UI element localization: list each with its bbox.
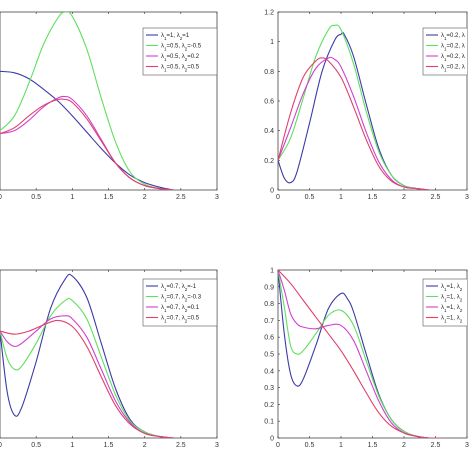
series-group <box>0 12 174 190</box>
x-tick-label: 3 <box>465 442 469 449</box>
chart-panel-3: 0 0.5 1 1.5 2 2.5 3 λ1=0.7, λ2=-1 λ1=0.7, λ2=-0.… <box>0 269 219 449</box>
legend: λ1=1, λ2=1 λ1=0.5, λ2=-0.5 λ1=0.5, λ2=0.2 λ… <box>142 27 218 76</box>
legend-label-2: λ1=0.5, λ2=-0.5 <box>161 44 202 52</box>
x-tick-label: 2.5 <box>431 194 441 201</box>
y-tick-label: 0.3 <box>264 385 274 392</box>
series-line-4 <box>0 98 174 190</box>
x-tick-label: 0.5 <box>305 194 315 201</box>
x-tick-label: 1.5 <box>104 442 114 449</box>
x-tick-label: 2 <box>402 194 406 201</box>
legend-label-3: λ1=1, λ2 <box>441 305 463 313</box>
x-tick-label: 0.5 <box>31 442 41 449</box>
legend-label-2: λ1=0.7, λ2=-0.3 <box>161 295 202 303</box>
x-tick-label: 2.5 <box>176 442 186 449</box>
x-tick-label: 0 <box>0 442 2 449</box>
series-line-3 <box>0 95 174 190</box>
x-tick-label: 0 <box>0 194 2 201</box>
series-line-2 <box>278 24 430 190</box>
series-line-2 <box>0 297 174 438</box>
series-line-4 <box>278 270 442 438</box>
series-line-1 <box>0 70 174 190</box>
legend-label-3: λ1=0.5, λ2=0.2 <box>161 54 200 62</box>
legend-label-4: λ1=0.5, λ2=0.5 <box>161 65 200 73</box>
x-tick-label: 2 <box>143 194 147 201</box>
y-tick-label: 1 <box>270 39 274 46</box>
x-tick-label: 0 <box>276 194 280 201</box>
legend-label-2: λ1=0.2, λ <box>441 44 465 52</box>
series-line-4 <box>0 319 174 438</box>
x-tick-label: 0 <box>276 442 280 449</box>
x-tick-label: 2 <box>402 442 406 449</box>
x-tick-label: 2.5 <box>176 194 186 201</box>
series-group <box>278 24 430 190</box>
legend: λ1=0.7, λ2=-1 λ1=0.7, λ2=-0.3 λ1=0.7, λ2=0… <box>142 278 218 327</box>
x-tick-label: 3 <box>215 442 219 449</box>
legend-label-3: λ1=0.2, λ <box>441 54 465 62</box>
chart-panel-2: 0 0.5 1 1.5 2 2.5 300.20.40.60.811.2λ1=0.2, λλ… <box>264 10 469 202</box>
x-tick-label: 1 <box>339 442 343 449</box>
y-tick-label: 0.2 <box>264 158 274 165</box>
legend: λ1=0.2, λ λ1=0.2, λ λ1=0.2, λ λ1=0.2, λ <box>422 27 467 76</box>
series-line-3 <box>0 315 174 438</box>
legend: λ1=1, λ2 λ1=1, λ2 λ1=1, λ2 λ1=1, λ2 <box>422 278 467 327</box>
legend-label-2: λ1=1, λ2 <box>441 295 463 303</box>
y-tick-label: 0.4 <box>264 368 274 375</box>
series-line-4 <box>278 57 430 190</box>
y-tick-label: 0.8 <box>264 69 274 76</box>
series-line-1 <box>278 31 430 190</box>
y-tick-label: 0 <box>270 436 274 443</box>
series-group <box>278 270 442 438</box>
legend-label-1: λ1=0.2, λ <box>441 33 465 41</box>
x-tick-label: 1.5 <box>368 442 378 449</box>
y-tick-label: 0.8 <box>264 301 274 308</box>
series-line-3 <box>278 270 442 438</box>
x-tick-label: 1 <box>339 194 343 201</box>
x-tick-label: 1 <box>70 442 74 449</box>
x-tick-label: 0.5 <box>305 442 315 449</box>
legend-label-1: λ1=0.7, λ2=-1 <box>161 284 197 292</box>
chart-panel-4: 0 0.5 1 1.5 2 2.5 3 0 0.1 0.2 0.3 0.4 0.5 0.6 0.7 0.8 0.… <box>264 268 469 450</box>
series-line-2 <box>0 12 174 190</box>
x-tick-label: 1.5 <box>368 194 378 201</box>
legend-box <box>142 278 218 327</box>
legend-box <box>422 278 467 327</box>
series-group <box>0 273 174 438</box>
x-tick-label: 1.5 <box>104 194 114 201</box>
legend-label-4: λ1=1, λ2 <box>441 316 463 324</box>
legend-box <box>422 27 467 76</box>
x-tick-label: 3 <box>215 194 219 201</box>
y-tick-label: 1 <box>270 268 274 275</box>
y-tick-label: 0.6 <box>264 99 274 106</box>
y-tick-label: 0 <box>270 188 274 195</box>
y-tick-label: 0.9 <box>264 284 274 291</box>
legend-label-1: λ1=1, λ2 <box>441 284 463 292</box>
x-tick-label: 3 <box>465 194 469 201</box>
y-tick-label: 0.2 <box>264 402 274 409</box>
legend-label-4: λ1=0.2, λ <box>441 65 465 73</box>
x-tick-label: 1 <box>70 194 74 201</box>
y-tick-label: 0.7 <box>264 318 274 325</box>
y-tick-label: 0.1 <box>264 419 274 426</box>
legend-label-3: λ1=0.7, λ2=0.1 <box>161 305 200 313</box>
x-tick-label: 0.5 <box>31 194 41 201</box>
x-tick-label: 2 <box>143 442 147 449</box>
y-tick-label: 1.2 <box>264 10 274 17</box>
x-tick-label: 2.5 <box>431 442 441 449</box>
legend-label-1: λ1=1, λ2=1 <box>161 33 190 41</box>
legend-label-4: λ1=0.7, λ2=0.5 <box>161 316 200 324</box>
legend-box <box>142 27 218 76</box>
y-tick-label: 0.5 <box>264 352 274 359</box>
y-tick-label: 0.6 <box>264 335 274 342</box>
series-line-3 <box>278 56 430 190</box>
y-tick-label: 0.4 <box>264 128 274 135</box>
